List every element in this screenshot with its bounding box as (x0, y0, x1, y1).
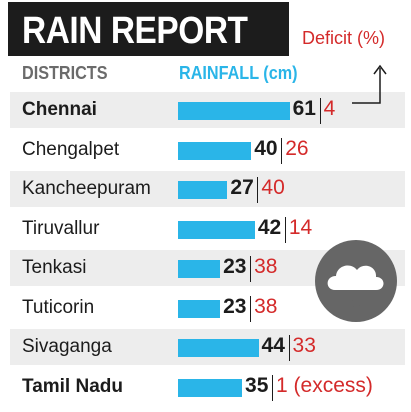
rainfall-value: 44 (261, 334, 285, 357)
deficit-value: 1 (excess) (276, 373, 373, 397)
deficit-value: 40 (261, 176, 285, 199)
rainfall-bar (178, 260, 221, 278)
chart-title: RAIN REPORT (22, 10, 248, 52)
table-row: Sivaganga 44 33 (10, 329, 405, 365)
raindrop-shape (352, 294, 360, 308)
districts-header: DISTRICTS (22, 63, 108, 83)
column-separator (281, 137, 283, 164)
rainfall-bar (178, 378, 243, 397)
column-separator (250, 295, 252, 322)
rainfall-value: 42 (257, 215, 282, 239)
rainfall-value: 27 (230, 176, 254, 199)
column-separator (319, 98, 321, 124)
deficit-value: 38 (254, 255, 278, 278)
rainfall-value: 40 (254, 136, 278, 160)
district-label: Tuticorin (22, 296, 95, 318)
rainfall-header: RAINFALL (cm) (179, 63, 298, 83)
rainfall-bar (178, 299, 221, 318)
table-row: Chennai 61 4 (10, 92, 405, 128)
deficit-value: 33 (292, 334, 316, 357)
deficit-value: 14 (288, 215, 313, 239)
column-separator (250, 256, 252, 282)
district-label: Sivaganga (22, 336, 112, 357)
deficit-value: 38 (254, 294, 278, 318)
column-separator (288, 335, 290, 361)
title-banner: RAIN REPORT (8, 2, 289, 56)
district-label: Chennai (22, 99, 97, 120)
deficit-header: Deficit (%) (302, 28, 386, 48)
district-label: Kancheepuram (22, 178, 151, 199)
rainfall-value: 23 (223, 294, 247, 318)
table-row: Kancheepuram 27 40 (10, 171, 405, 207)
table-row: Tamil Nadu 35 1 (excess) (10, 368, 405, 405)
table-row: Tiruvallur 42 14 (10, 210, 405, 247)
district-label: Tiruvallur (22, 217, 100, 239)
column-separator (272, 374, 274, 401)
cloud-shape (327, 265, 384, 290)
deficit-value: 4 (323, 97, 336, 120)
column-separator (284, 216, 286, 243)
arrow-head (373, 64, 387, 75)
rain-cloud-icon (315, 240, 397, 322)
district-label: Tamil Nadu (22, 375, 123, 397)
deficit-value: 26 (285, 136, 309, 160)
rainfall-bar (178, 102, 290, 120)
rainfall-value: 61 (292, 97, 316, 120)
district-label: Chengalpet (22, 138, 120, 160)
rainfall-bar (178, 181, 228, 199)
table-row: Chengalpet 40 26 (10, 131, 405, 168)
rain-cloud-icon-graphic (327, 265, 384, 308)
rainfall-value: 23 (223, 255, 247, 278)
rainfall-bar (178, 220, 255, 239)
district-label: Tenkasi (22, 257, 87, 278)
rainfall-value: 35 (245, 373, 269, 397)
column-separator (257, 177, 259, 203)
rainfall-bar (178, 141, 252, 160)
rainfall-bar (178, 339, 259, 357)
